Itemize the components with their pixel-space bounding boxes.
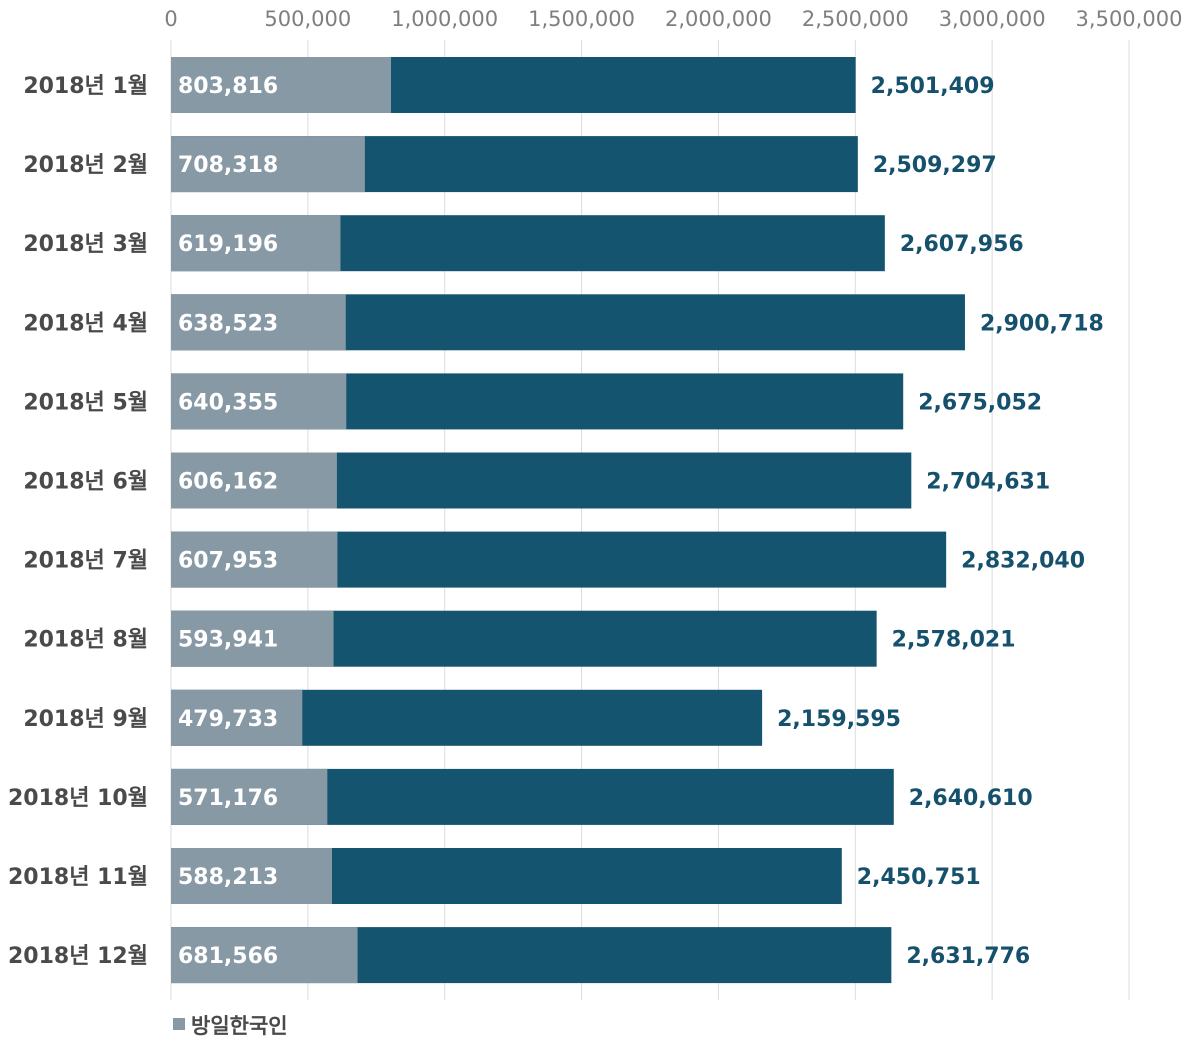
x-tick-label: 2,000,000: [665, 7, 772, 31]
x-tick-label: 1,500,000: [528, 7, 635, 31]
total-value-label: 2,578,021: [892, 628, 1016, 653]
total-value-label: 2,159,595: [777, 707, 901, 732]
category-label: 2018년 8월: [23, 628, 148, 653]
x-tick-label: 1,000,000: [391, 7, 498, 31]
category-label: 2018년 7월: [23, 549, 148, 574]
bar-korean-visitors: [171, 373, 347, 430]
bar-korean-visitors: [171, 531, 338, 588]
bar-korean-visitors: [171, 848, 333, 904]
x-tick-label: 2,500,000: [802, 7, 909, 31]
total-value-label: 2,704,631: [926, 470, 1050, 495]
legend-swatch: [173, 1018, 185, 1030]
category-label: 2018년 6월: [23, 470, 148, 495]
bar-korean-visitors: [171, 215, 341, 272]
x-tick-label: 3,000,000: [939, 7, 1046, 31]
bar-value-label: 588,213: [178, 865, 278, 890]
bar-value-label: 708,318: [178, 153, 278, 178]
bar-korean-visitors: [171, 768, 328, 825]
grid-lines: [170, 40, 1130, 1000]
total-value-label: 2,509,297: [873, 153, 997, 178]
bar-value-label: 638,523: [178, 311, 278, 336]
x-tick-label: 3,500,000: [1076, 7, 1183, 31]
total-value-label: 2,607,956: [900, 232, 1024, 257]
data-labels: 803,816 2,501,409 708,318 2,509,297 619,196 2…: [178, 74, 1104, 969]
category-label: 2018년 5월: [23, 390, 148, 415]
bars: [171, 57, 965, 984]
total-value-label: 2,631,776: [906, 944, 1030, 969]
total-value-label: 2,900,718: [980, 311, 1104, 336]
bar-value-label: 479,733: [178, 707, 278, 732]
bar-korean-visitors: [171, 610, 334, 667]
bar-korean-visitors: [171, 689, 303, 746]
category-label: 2018년 11월: [8, 865, 148, 890]
legend-label: 방일한국인: [191, 1014, 288, 1038]
total-value-label: 2,832,040: [961, 549, 1085, 574]
category-label: 2018년 10월: [8, 786, 148, 811]
category-label: 2018년 9월: [23, 707, 148, 732]
x-tick-label: 0: [164, 7, 177, 31]
y-axis-category-labels: 2018년 1월 2018년 2월 2018년 3월 2018년 4월 2018년 5월…: [8, 74, 148, 969]
bar-korean-visitors: [171, 57, 392, 113]
x-axis-tick-labels: 0 500,000 1,000,000 1,500,000 2,000,000 2,500…: [164, 7, 1182, 31]
bar-value-label: 593,941: [178, 628, 278, 653]
x-tick-label: 500,000: [264, 7, 351, 31]
total-value-label: 2,640,610: [909, 786, 1033, 811]
category-label: 2018년 3월: [23, 232, 148, 257]
legend: 방일한국인: [173, 1014, 288, 1038]
category-label: 2018년 1월: [23, 74, 148, 99]
total-value-label: 2,450,751: [857, 865, 981, 890]
bar-value-label: 571,176: [178, 786, 278, 811]
bar-value-label: 619,196: [178, 232, 278, 257]
category-label: 2018년 2월: [23, 153, 148, 178]
bar-korean-visitors: [171, 294, 346, 351]
bar-value-label: 640,355: [178, 390, 278, 415]
total-value-label: 2,675,052: [918, 390, 1042, 415]
total-value-label: 2,501,409: [871, 74, 995, 99]
bar-korean-visitors: [171, 927, 358, 984]
bar-value-label: 681,566: [178, 944, 278, 969]
bar-value-label: 803,816: [178, 74, 278, 99]
bar-value-label: 606,162: [178, 470, 278, 495]
bar-korean-visitors: [171, 452, 337, 509]
bar-korean-visitors: [171, 136, 365, 193]
bar-value-label: 607,953: [178, 549, 278, 574]
category-label: 2018년 4월: [23, 311, 148, 336]
category-label: 2018년 12월: [8, 944, 148, 969]
